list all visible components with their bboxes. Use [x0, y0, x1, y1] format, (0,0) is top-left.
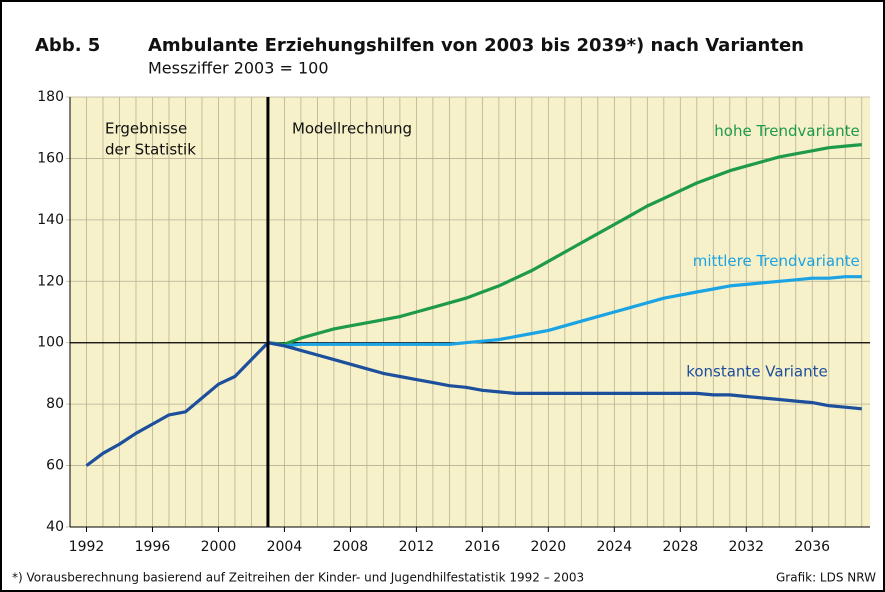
y-tick-label: 60	[46, 458, 64, 474]
x-tick-label: 2004	[267, 539, 303, 555]
chart-subtitle: Messziffer 2003 = 100	[148, 59, 329, 78]
y-tick-label: 140	[37, 212, 64, 228]
annotation: der Statistik	[105, 141, 196, 159]
y-tick-label: 120	[37, 273, 64, 289]
y-tick-label: 100	[37, 335, 64, 351]
chart-title: Ambulante Erziehungshilfen von 2003 bis …	[148, 35, 804, 56]
series-label: konstante Variante	[686, 362, 828, 380]
x-tick-label: 2020	[531, 539, 567, 555]
series-label: mittlere Trendvariante	[693, 252, 860, 270]
annotation: Modellrechnung	[292, 120, 412, 138]
y-tick-label: 80	[46, 396, 64, 412]
series-line	[267, 341, 862, 411]
x-tick-label: 2036	[794, 539, 830, 555]
x-tick-label: 2000	[201, 539, 237, 555]
x-tick-label: 1992	[69, 539, 105, 555]
source: Grafik: LDS NRW	[776, 571, 876, 585]
plot-area	[70, 97, 870, 527]
series-line	[267, 275, 862, 348]
y-tick-label: 160	[37, 150, 64, 166]
annotation: Ergebnisse	[105, 120, 187, 138]
x-tick-label: 2024	[597, 539, 633, 555]
x-tick-label: 2012	[399, 539, 435, 555]
footnote: *) Vorausberechnung basierend auf Zeitre…	[12, 571, 584, 585]
series-line	[85, 341, 270, 467]
x-tick-label: 2032	[728, 539, 764, 555]
x-tick-label: 2016	[465, 539, 501, 555]
y-tick-label: 40	[46, 519, 64, 535]
figure-label: Abb. 5	[35, 35, 100, 56]
x-tick-label: 1996	[135, 539, 171, 555]
series-label: hohe Trendvariante	[714, 122, 859, 140]
y-tick-label: 180	[37, 89, 64, 105]
x-tick-label: 2028	[662, 539, 698, 555]
x-tick-label: 2008	[333, 539, 369, 555]
series-line	[267, 143, 862, 346]
